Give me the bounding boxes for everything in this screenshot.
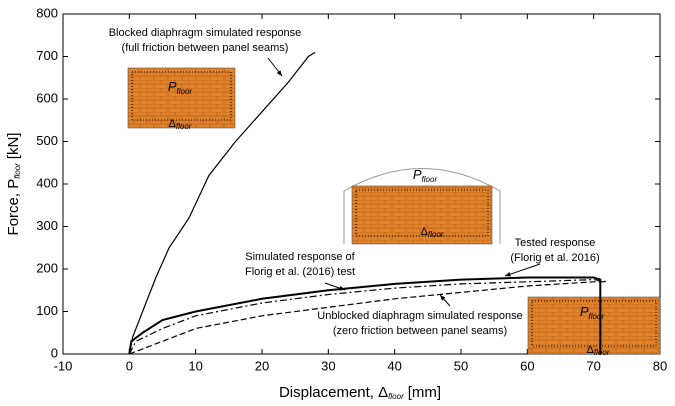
y-tick-label: 100: [36, 303, 58, 318]
annotation-arrow: [505, 264, 540, 276]
y-tick-label: 800: [36, 5, 58, 20]
inset-disp-sub: floor: [428, 230, 444, 239]
x-tick-label: 30: [321, 358, 335, 373]
annotation: Tested response: [515, 237, 596, 249]
y-tick-label: 600: [36, 90, 58, 105]
x-tick-label: 40: [387, 358, 401, 373]
arrow-head: [505, 272, 511, 276]
y-tick-label: 0: [51, 345, 58, 360]
x-tick-label: 50: [454, 358, 468, 373]
x-tick-label: 10: [188, 358, 202, 373]
x-tick-label: 70: [586, 358, 600, 373]
inset-load: P: [580, 304, 589, 319]
x-tick-label: -10: [54, 358, 73, 373]
inset-image: [528, 297, 660, 354]
x-axis-label-text: Displacement, Δ: [279, 384, 388, 401]
y-axis-label-sub: floor: [13, 163, 22, 179]
inset-load-sub: floor: [177, 87, 193, 96]
annotation: Simulated response of: [245, 251, 355, 263]
x-tick-label: 80: [653, 358, 667, 373]
annotation: (zero friction between panel seams): [333, 325, 507, 337]
inset-load-sub: floor: [422, 175, 438, 184]
x-axis-label: Displacement, Δfloor [mm]: [279, 384, 441, 401]
x-axis-label-sub: floor: [388, 392, 404, 401]
y-tick-label: 200: [36, 260, 58, 275]
y-tick-label: 700: [36, 48, 58, 63]
annotation: Unblocked diaphragm simulated response: [317, 310, 522, 322]
x-tick-label: 0: [126, 358, 133, 373]
inset-load-sub: floor: [589, 312, 605, 321]
y-tick-label: 400: [36, 175, 58, 190]
y-axis-label-text: Force, P: [5, 179, 22, 236]
x-tick-label: 60: [520, 358, 534, 373]
annotation: Florig et al. (2016) test: [245, 266, 355, 278]
annotation: Blocked diaphragm simulated response: [109, 27, 302, 39]
inset-load: P: [168, 79, 177, 94]
inset-load: P: [413, 167, 422, 182]
annotation: (Florig et al. 2016): [510, 252, 599, 264]
inset-disp-sub: floor: [594, 348, 610, 357]
inset-image: [128, 68, 235, 128]
annotation: (full friction between panel seams): [122, 42, 289, 54]
y-tick-label: 300: [36, 218, 58, 233]
inset-load-label: Pfloor: [413, 167, 438, 184]
x-axis-label-unit: [mm]: [408, 384, 441, 401]
inset-disp-sub: floor: [176, 122, 192, 131]
y-axis-label-unit: [kN]: [5, 133, 22, 160]
chart: -100102030405060708001002003004005006007…: [0, 0, 675, 406]
y-tick-label: 500: [36, 133, 58, 148]
y-axis-label: Force, Pfloor [kN]: [5, 133, 22, 236]
x-tick-label: 20: [255, 358, 269, 373]
